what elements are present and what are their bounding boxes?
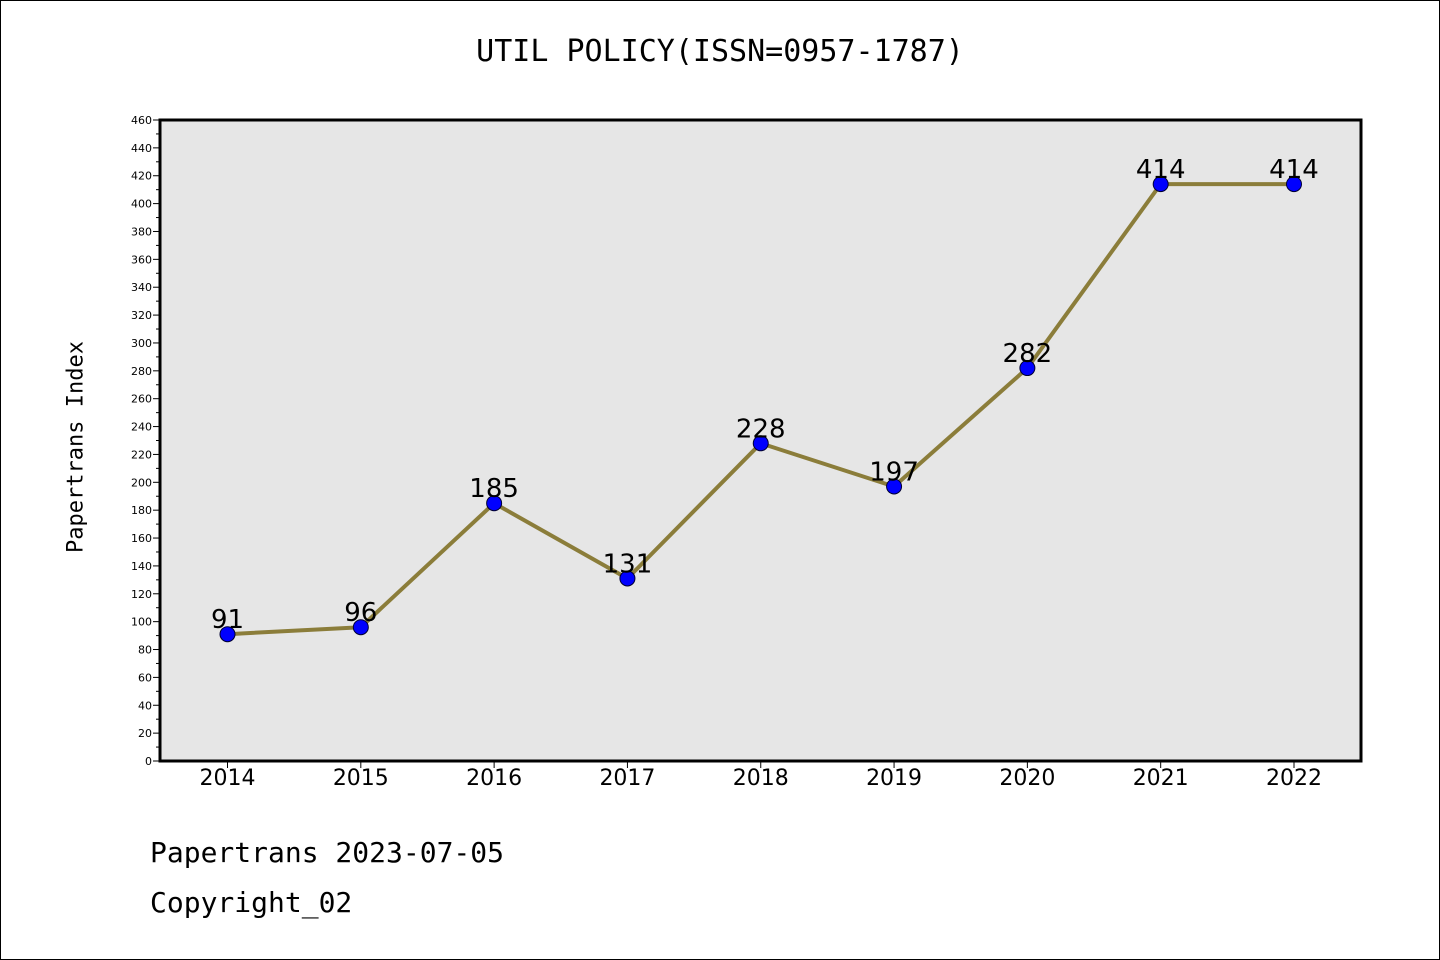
data-point <box>619 570 636 587</box>
y-tick-label: 280 <box>131 365 152 378</box>
x-tick-label: 2018 <box>733 766 789 791</box>
y-tick-label: 360 <box>131 253 152 266</box>
y-tick-label: 40 <box>138 699 152 712</box>
y-tick-label: 140 <box>131 560 152 573</box>
y-tick-label: 220 <box>131 448 152 461</box>
y-tick-label: 20 <box>138 727 152 740</box>
y-tick-label: 340 <box>131 281 152 294</box>
data-point <box>886 478 903 495</box>
data-point <box>1286 176 1302 193</box>
y-tick-label: 120 <box>131 588 152 601</box>
y-tick-label: 440 <box>131 142 152 155</box>
x-tick-label: 2020 <box>999 766 1055 791</box>
y-tick-label: 0 <box>145 755 152 768</box>
data-label: 228 <box>736 414 786 444</box>
y-tick-label: 380 <box>131 225 152 238</box>
data-point <box>1152 176 1169 193</box>
data-label: 414 <box>1269 155 1319 185</box>
y-tick-label: 180 <box>131 504 152 517</box>
data-label: 131 <box>603 549 653 579</box>
y-tick-label: 420 <box>131 170 152 183</box>
x-tick-label: 2021 <box>1133 766 1189 791</box>
x-tick-label: 2015 <box>333 766 389 791</box>
data-label: 414 <box>1136 155 1186 185</box>
data-point <box>752 435 769 452</box>
chart-title: UTIL POLICY(ISSN=0957-1787) <box>476 34 964 69</box>
x-tick-label: 2019 <box>866 766 922 791</box>
y-tick-label: 80 <box>138 644 152 657</box>
y-tick-label: 160 <box>131 532 152 545</box>
y-tick-label: 200 <box>131 476 152 489</box>
x-tick-label: 2014 <box>200 766 256 791</box>
data-label: 282 <box>1003 339 1053 369</box>
plot-border <box>158 118 1363 763</box>
footer-date-text: Papertrans 2023-07-05 <box>150 836 505 869</box>
data-label: 91 <box>211 605 244 635</box>
data-point <box>352 619 369 636</box>
data-point <box>486 495 503 512</box>
y-tick-label: 320 <box>131 309 152 322</box>
y-tick-label: 260 <box>131 393 152 406</box>
footer-copyright-text: Copyright_02 <box>150 886 353 919</box>
data-label: 185 <box>469 474 519 504</box>
y-tick-label: 400 <box>131 198 152 211</box>
data-point <box>219 626 236 643</box>
y-tick-label: 100 <box>131 616 152 629</box>
x-tick-label: 2017 <box>599 766 655 791</box>
data-label: 96 <box>344 598 377 628</box>
y-tick-label: 300 <box>131 337 152 350</box>
data-label: 197 <box>869 457 919 487</box>
y-tick-label: 240 <box>131 421 152 434</box>
y-tick-label: 60 <box>138 671 152 684</box>
data-point <box>1019 360 1036 377</box>
x-tick-label: 2022 <box>1266 766 1322 791</box>
y-tick-label: 460 <box>131 114 152 127</box>
x-tick-label: 2016 <box>466 766 522 791</box>
